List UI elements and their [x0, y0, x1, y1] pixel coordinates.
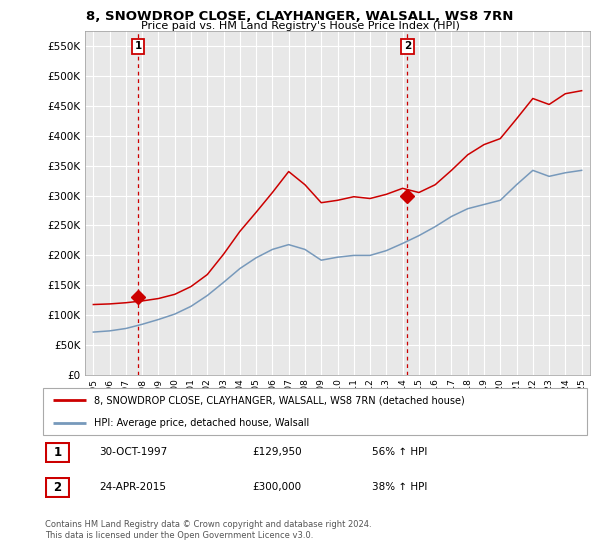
Text: £129,950: £129,950 [252, 447, 302, 458]
Text: Price paid vs. HM Land Registry's House Price Index (HPI): Price paid vs. HM Land Registry's House … [140, 21, 460, 31]
Text: Contains HM Land Registry data © Crown copyright and database right 2024.
This d: Contains HM Land Registry data © Crown c… [45, 520, 371, 540]
Text: 38% ↑ HPI: 38% ↑ HPI [372, 482, 427, 492]
Text: 8, SNOWDROP CLOSE, CLAYHANGER, WALSALL, WS8 7RN: 8, SNOWDROP CLOSE, CLAYHANGER, WALSALL, … [86, 10, 514, 23]
Text: HPI: Average price, detached house, Walsall: HPI: Average price, detached house, Wals… [94, 418, 309, 428]
Text: 30-OCT-1997: 30-OCT-1997 [99, 447, 167, 458]
Text: 2: 2 [53, 480, 62, 494]
FancyBboxPatch shape [46, 443, 69, 462]
Text: £300,000: £300,000 [252, 482, 301, 492]
Text: 24-APR-2015: 24-APR-2015 [99, 482, 166, 492]
Text: 8, SNOWDROP CLOSE, CLAYHANGER, WALSALL, WS8 7RN (detached house): 8, SNOWDROP CLOSE, CLAYHANGER, WALSALL, … [94, 395, 464, 405]
Text: 56% ↑ HPI: 56% ↑ HPI [372, 447, 427, 458]
Text: 1: 1 [134, 41, 142, 51]
FancyBboxPatch shape [43, 389, 587, 435]
FancyBboxPatch shape [46, 478, 69, 497]
Text: 2: 2 [404, 41, 411, 51]
Text: 1: 1 [53, 446, 62, 459]
